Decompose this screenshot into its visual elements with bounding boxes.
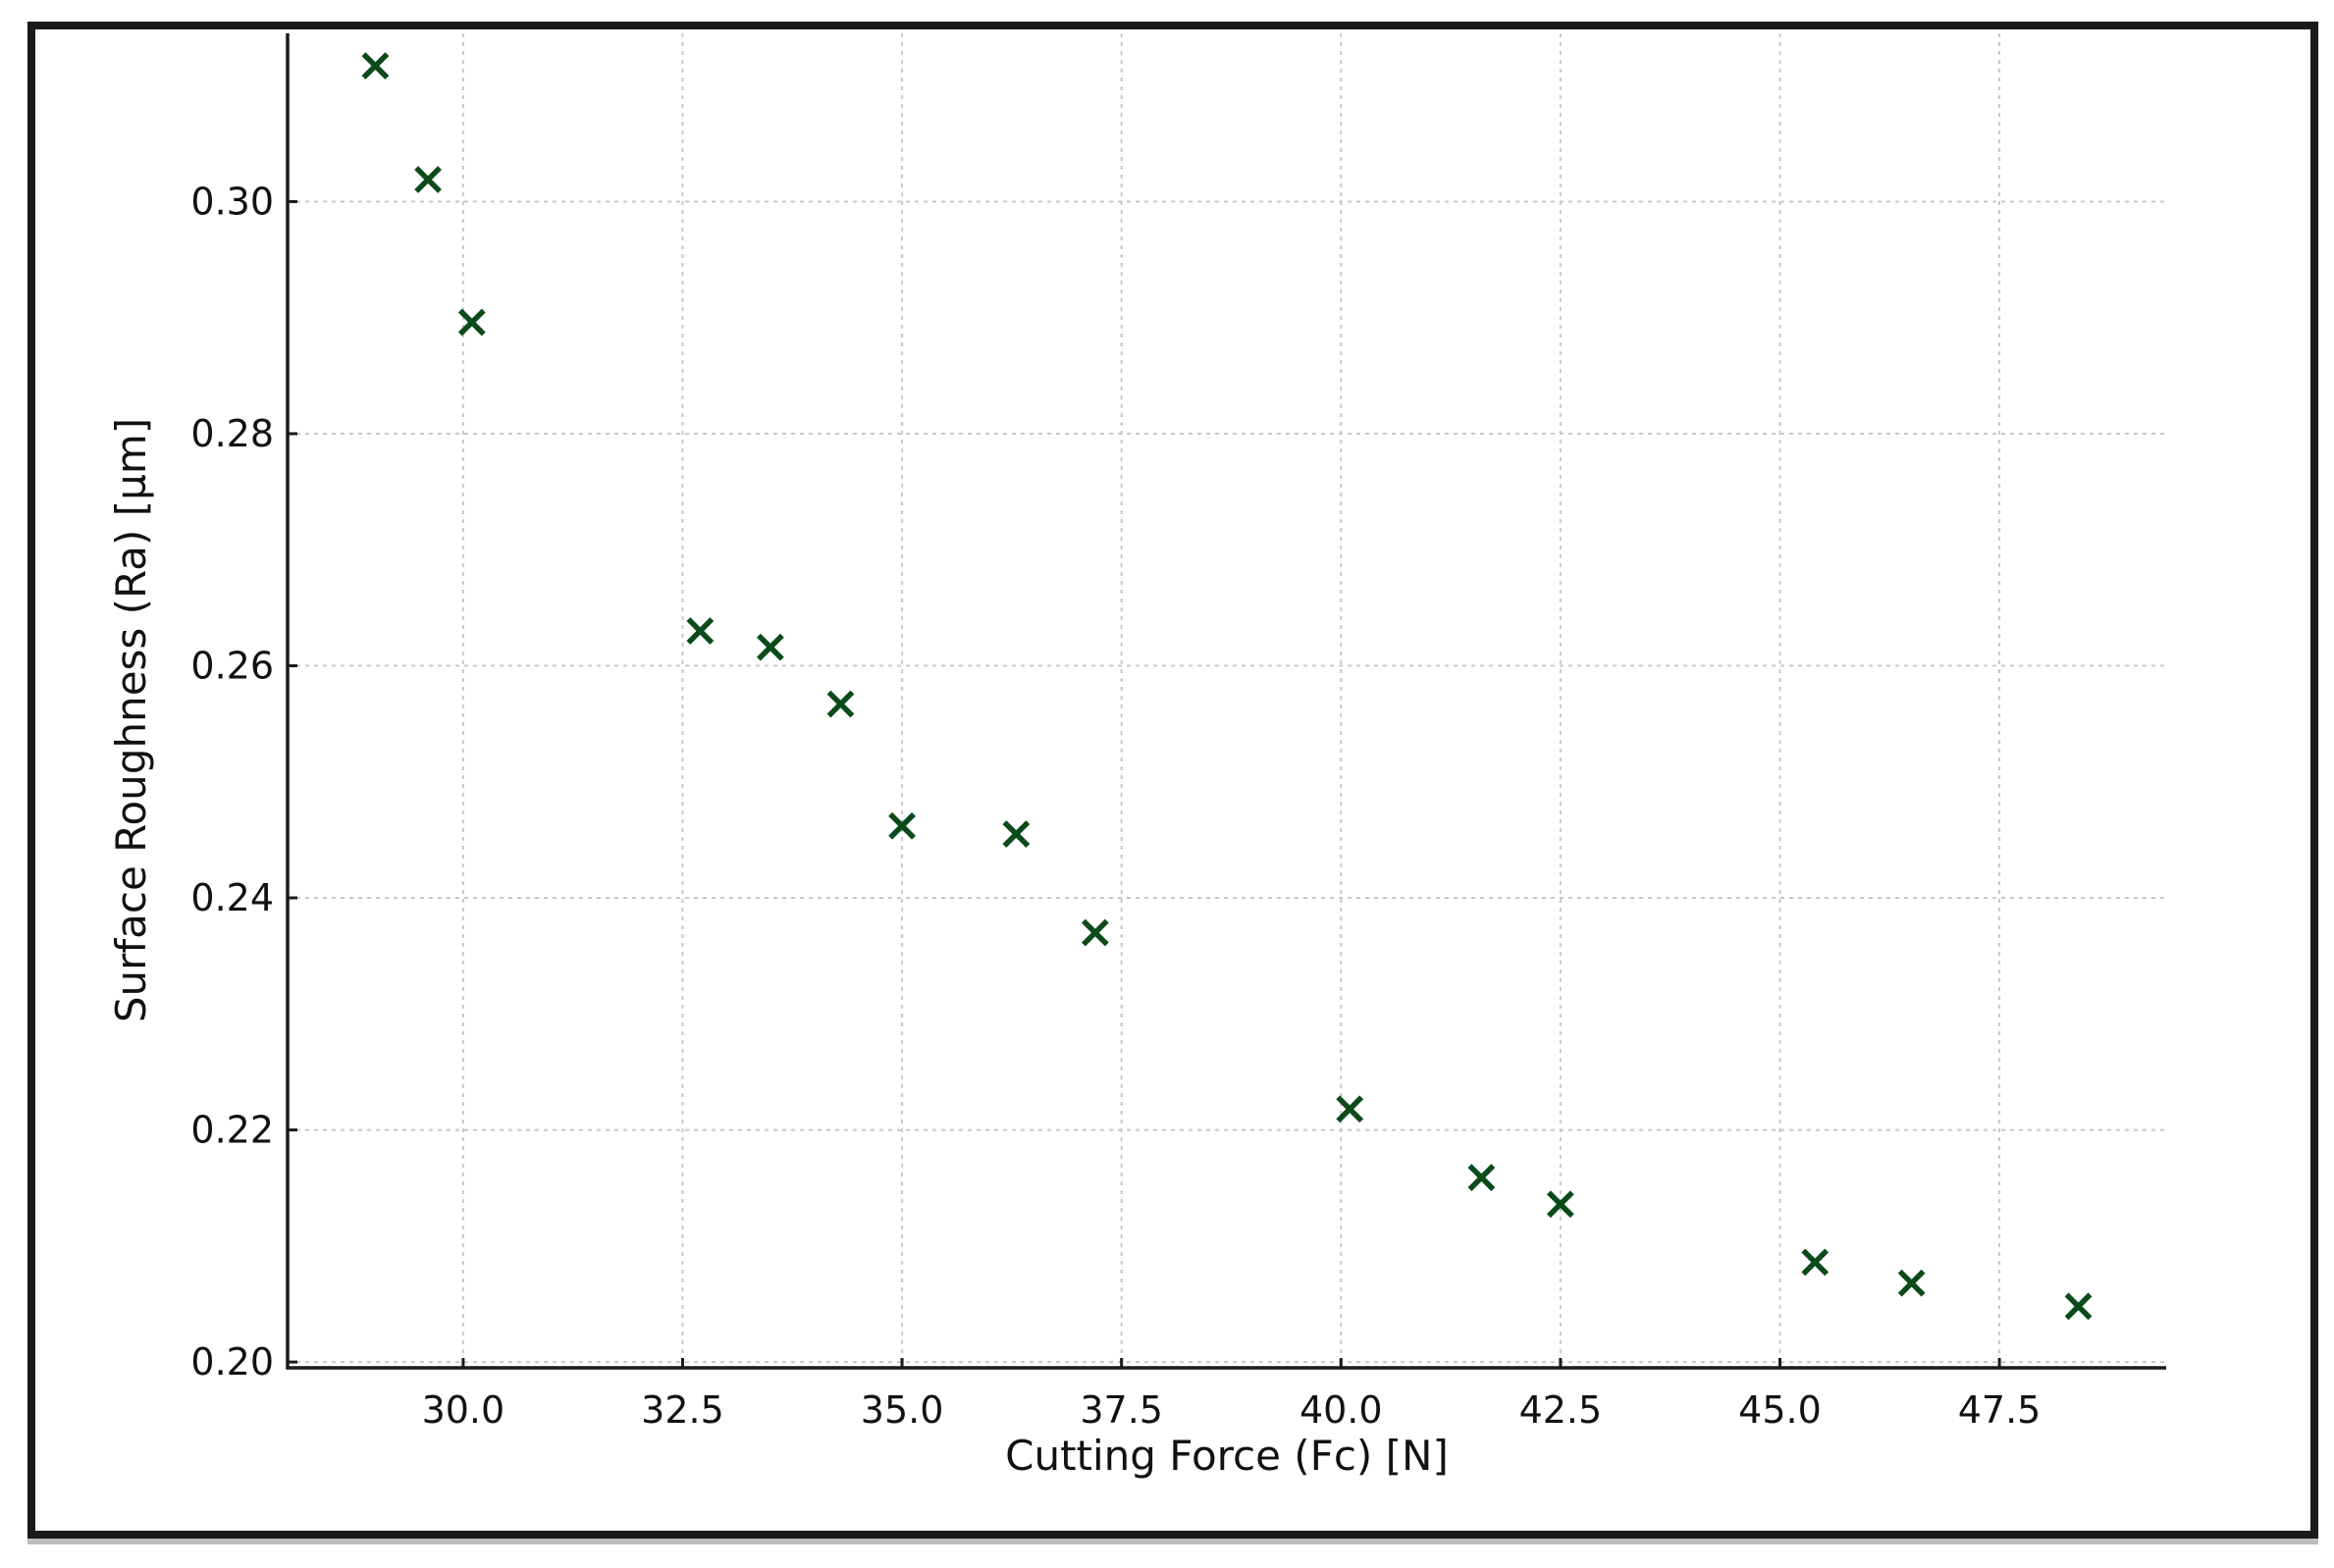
grid-lines	[288, 33, 2166, 1368]
data-point	[1467, 1164, 1496, 1191]
x-tick-label: 32.5	[641, 1388, 724, 1432]
data-point	[457, 308, 486, 337]
x-axis-label: Cutting Force (Fc) [N]	[1005, 1432, 1449, 1480]
data-point	[888, 811, 916, 840]
x-tick-label: 35.0	[861, 1388, 944, 1432]
x-tick-label: 45.0	[1738, 1388, 1822, 1432]
y-tick-label: 0.20	[190, 1340, 274, 1384]
data-point	[826, 690, 855, 718]
data-point	[1081, 918, 1109, 947]
chart-frame	[27, 22, 2318, 1539]
data-point	[2064, 1292, 2093, 1321]
x-tick-label: 42.5	[1519, 1388, 1603, 1432]
frame-shadow	[27, 1539, 2318, 1544]
x-tick-label: 47.5	[1958, 1388, 2042, 1432]
y-tick-label: 0.30	[190, 180, 274, 223]
plot-axes	[286, 33, 2166, 1370]
y-axis-label: Surface Roughness (Ra) [µm]	[107, 418, 155, 1022]
x-tick-label: 40.0	[1300, 1388, 1383, 1432]
x-tick-label: 30.0	[422, 1388, 505, 1432]
data-point	[1897, 1269, 1926, 1297]
x-tick-label: 37.5	[1080, 1388, 1163, 1432]
data-point	[1336, 1095, 1364, 1124]
data-point	[1546, 1190, 1574, 1219]
y-tick-label: 0.28	[190, 412, 274, 455]
data-point	[414, 166, 442, 193]
x-tick-labels: 30.0 32.5 35.0 37.5 40.0 42.5 45.0 47.5	[422, 1388, 2042, 1432]
y-tick-label: 0.24	[190, 876, 274, 919]
data-point	[686, 617, 715, 645]
y-tick-label: 0.22	[190, 1109, 274, 1152]
data-points	[361, 52, 2093, 1321]
data-point	[361, 52, 390, 80]
axis-ticks	[288, 199, 2001, 1368]
y-tick-labels: 0.20 0.22 0.24 0.26 0.28 0.30	[190, 180, 274, 1384]
y-tick-label: 0.26	[190, 645, 274, 688]
data-point	[1801, 1248, 1830, 1277]
data-point	[1002, 820, 1031, 848]
data-point	[757, 633, 784, 661]
